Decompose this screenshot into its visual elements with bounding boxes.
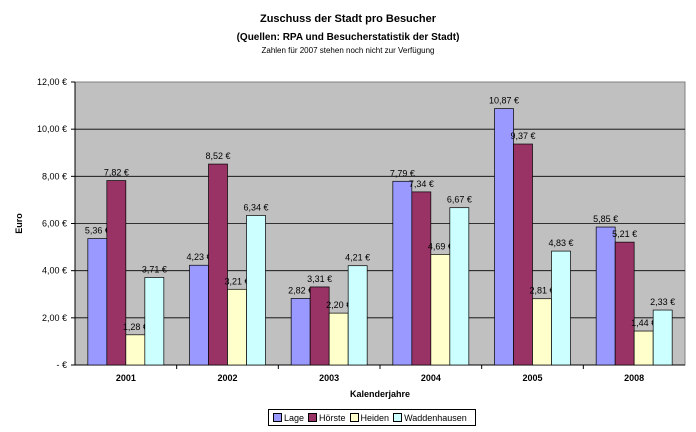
chart-title: Zuschuss der Stadt pro Besucher: [259, 13, 437, 25]
bar-hörste: [411, 191, 432, 366]
bar-waddenhausen: [449, 207, 470, 366]
x-tick-label: 2005: [522, 373, 542, 383]
data-label: 4,83 €: [548, 238, 573, 248]
data-label: 5,85 €: [593, 214, 618, 224]
data-label: 3,21 €: [224, 276, 249, 286]
bar-hörste: [106, 180, 127, 366]
legend-item: Waddenhausen: [393, 413, 467, 423]
legend-label: Heiden: [360, 412, 390, 423]
bar-lage: [392, 180, 413, 366]
bar-heiden: [430, 254, 451, 366]
data-label: 4,21 €: [345, 253, 370, 263]
data-label: 1,44 €: [631, 318, 656, 328]
data-label: 3,71 €: [142, 265, 167, 275]
legend-label: Hörste: [319, 412, 346, 423]
y-tick-label: 10,00 €: [37, 124, 67, 134]
bar-hörste: [614, 241, 635, 366]
bar-heiden: [532, 298, 552, 366]
y-tick-label: 2,00 €: [42, 313, 67, 323]
data-label: 7,34 €: [409, 179, 434, 189]
bar-waddenhausen: [144, 277, 165, 366]
data-label: 2,33 €: [650, 297, 675, 307]
bar-waddenhausen: [652, 309, 673, 366]
x-tick-label: 2001: [116, 373, 136, 383]
y-tick-label: 6,00 €: [42, 219, 67, 229]
legend-item: Hörste: [308, 413, 346, 423]
data-label: 10,87 €: [489, 96, 519, 106]
data-label: 6,67 €: [447, 195, 472, 205]
bar-heiden: [328, 312, 349, 366]
data-label: 1,28 €: [123, 322, 148, 332]
bar-lage: [494, 108, 514, 366]
data-label: 5,21 €: [612, 229, 637, 239]
y-tick-label: 4,00 €: [42, 266, 67, 276]
legend-swatch: [308, 413, 318, 422]
y-tick-label: 12,00 €: [37, 77, 67, 87]
data-label: 2,81 €: [529, 286, 554, 296]
chart-subtitle: (Quellen: RPA und Besucherstatistik der …: [236, 32, 460, 43]
legend-swatch: [393, 413, 403, 422]
data-label: 2,20 €: [326, 300, 351, 310]
x-tick-label: 2008: [624, 373, 644, 383]
bar-heiden: [125, 334, 146, 366]
bar-hörste: [513, 143, 533, 366]
x-tick-label: 2003: [319, 373, 339, 383]
data-label: 6,34 €: [243, 202, 268, 212]
data-label: 5,36 €: [85, 226, 110, 236]
legend-item: Heiden: [349, 412, 390, 423]
bar-waddenhausen: [246, 215, 266, 366]
data-label: 4,69 €: [428, 241, 453, 251]
bar-hörste: [309, 286, 330, 366]
x-axis-label: Kalenderjahre: [350, 389, 410, 399]
legend: Lage Hörste Heiden Waddenhausen: [268, 409, 476, 426]
bar-waddenhausen: [347, 265, 368, 366]
data-label: 3,31 €: [307, 274, 332, 284]
legend-label: Waddenhausen: [404, 412, 467, 423]
data-label: 8,52 €: [205, 151, 230, 161]
bar-heiden: [633, 330, 654, 366]
legend-swatch: [349, 413, 359, 422]
legend-label: Lage: [284, 412, 305, 423]
bar-lage: [595, 226, 616, 366]
x-tick-label: 2002: [217, 373, 237, 383]
chart-note: Zahlen für 2007 stehen noch nicht zur Ve…: [261, 46, 435, 55]
data-label: 9,37 €: [510, 131, 535, 141]
y-axis-label: Euro: [14, 213, 24, 234]
y-tick-label: 8,00 €: [42, 171, 67, 181]
y-tick-label: - €: [56, 360, 67, 370]
legend-swatch: [273, 413, 282, 422]
data-label: 2,82 €: [288, 285, 313, 295]
x-tick-label: 2004: [421, 373, 441, 383]
bar-heiden: [227, 288, 247, 366]
bar-waddenhausen: [551, 250, 571, 366]
data-label: 7,79 €: [390, 168, 415, 178]
bar-lage: [189, 264, 209, 366]
bar-lage: [87, 238, 108, 366]
data-label: 7,82 €: [104, 168, 129, 178]
legend-item: Lage: [273, 413, 304, 423]
bar-hörste: [208, 163, 228, 366]
bar-lage: [290, 298, 311, 366]
data-label: 4,23 €: [186, 252, 211, 262]
